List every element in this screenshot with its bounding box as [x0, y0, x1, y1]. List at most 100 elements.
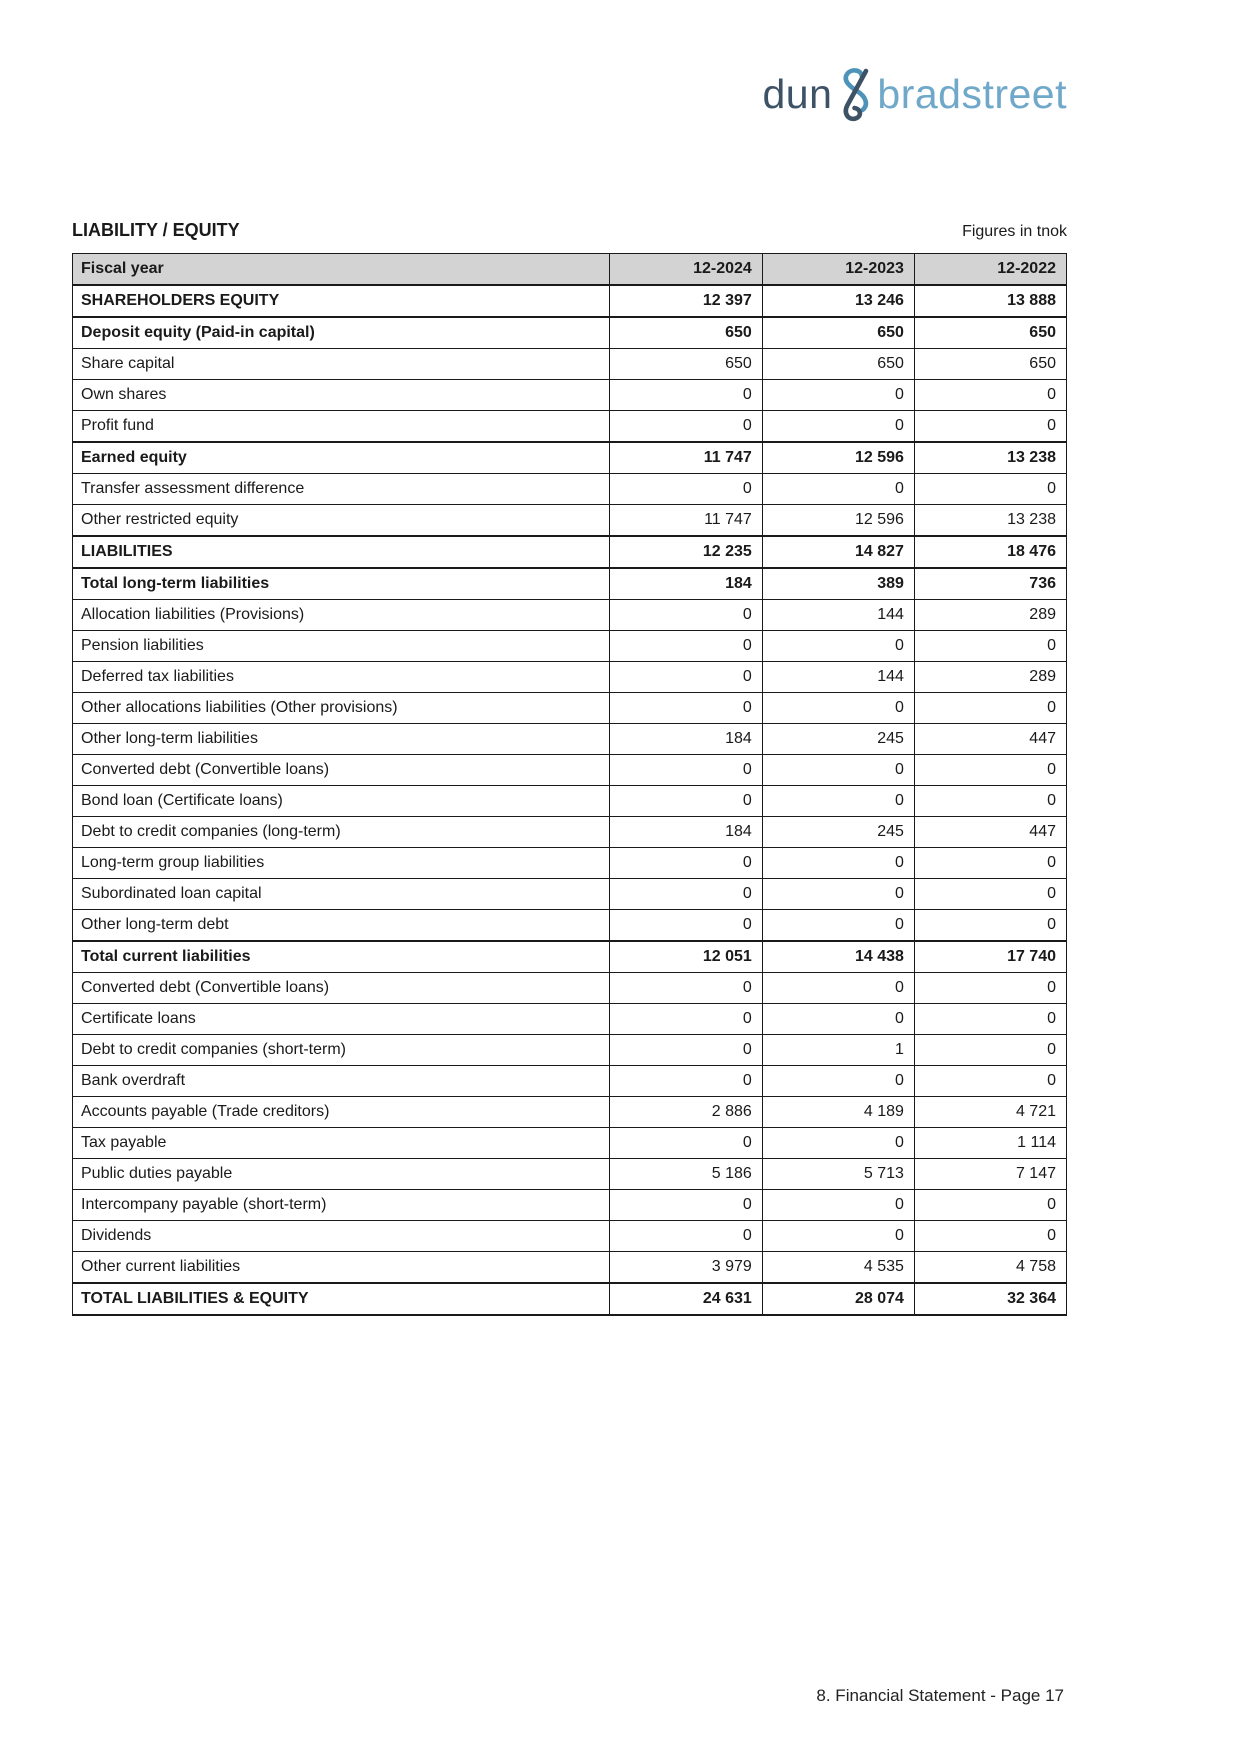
units-note: Figures in tnok — [962, 223, 1067, 240]
row-label: SHAREHOLDERS EQUITY — [72, 284, 610, 318]
row-value: 0 — [608, 410, 763, 443]
row-value: 650 — [608, 316, 763, 349]
logo-text-bradstreet: bradstreet — [877, 71, 1067, 117]
table-row: Total long-term liabilities 184 389 736 — [72, 567, 1068, 600]
row-value: 650 — [913, 316, 1068, 349]
row-value: 0 — [608, 972, 763, 1004]
table-row: Converted debt (Convertible loans) 0 0 0 — [72, 972, 1068, 1004]
row-label: Debt to credit companies (long-term) — [72, 816, 610, 848]
row-label: Converted debt (Convertible loans) — [72, 754, 610, 786]
row-value: 7 147 — [913, 1158, 1068, 1190]
row-value: 736 — [913, 567, 1068, 600]
dun-and-bradstreet-logo: dun bradstreet — [72, 66, 1067, 122]
row-value: 0 — [761, 754, 915, 786]
row-value: 650 — [761, 316, 915, 349]
row-value: 0 — [608, 1220, 763, 1252]
row-value: 0 — [608, 1189, 763, 1221]
row-label: Intercompany payable (short-term) — [72, 1189, 610, 1221]
row-value: 0 — [913, 473, 1068, 505]
header-col-2023: 12-2023 — [761, 253, 915, 286]
logo-text-dun: dun — [762, 71, 833, 117]
header-col-2022: 12-2022 — [913, 253, 1068, 286]
row-value: 0 — [608, 847, 763, 879]
title-row: LIABILITY / EQUITY Figures in tnok — [72, 220, 1067, 241]
row-value: 2 886 — [608, 1096, 763, 1128]
table-row: Deferred tax liabilities 0 144 289 — [72, 661, 1068, 693]
table-row: Other current liabilities 3 979 4 535 4 758 — [72, 1251, 1068, 1284]
row-value: 0 — [913, 847, 1068, 879]
table-row: Bank overdraft 0 0 0 — [72, 1065, 1068, 1097]
row-value: 0 — [608, 1127, 763, 1159]
row-value: 0 — [913, 410, 1068, 443]
row-label: Total current liabilities — [72, 940, 610, 973]
table-row: Pension liabilities 0 0 0 — [72, 630, 1068, 662]
row-value: 0 — [608, 473, 763, 505]
header-col-2024: 12-2024 — [608, 253, 763, 286]
row-value: 3 979 — [608, 1251, 763, 1284]
row-value: 28 074 — [761, 1282, 915, 1316]
table-row: Deposit equity (Paid-in capital) 650 650 65… — [72, 316, 1068, 349]
row-value: 12 235 — [608, 535, 763, 569]
row-value: 245 — [761, 723, 915, 755]
row-value: 0 — [913, 909, 1068, 942]
row-value: 0 — [608, 878, 763, 910]
row-value: 650 — [608, 348, 763, 380]
row-value: 14 438 — [761, 940, 915, 973]
table-row: TOTAL LIABILITIES & EQUITY 24 631 28 074 32… — [72, 1282, 1068, 1316]
row-value: 24 631 — [608, 1282, 763, 1316]
row-value: 289 — [913, 599, 1068, 631]
row-label: LIABILITIES — [72, 535, 610, 569]
row-value: 0 — [761, 379, 915, 411]
row-label: Profit fund — [72, 410, 610, 443]
row-value: 0 — [761, 1065, 915, 1097]
row-value: 184 — [608, 816, 763, 848]
row-value: 0 — [761, 473, 915, 505]
row-value: 12 596 — [761, 504, 915, 537]
row-value: 144 — [761, 599, 915, 631]
row-value: 184 — [608, 567, 763, 600]
row-label: TOTAL LIABILITIES & EQUITY — [72, 1282, 610, 1316]
row-value: 4 721 — [913, 1096, 1068, 1128]
row-value: 0 — [761, 410, 915, 443]
row-label: Pension liabilities — [72, 630, 610, 662]
table-row: SHAREHOLDERS EQUITY 12 397 13 246 13 888 — [72, 284, 1068, 318]
row-label: Deposit equity (Paid-in capital) — [72, 316, 610, 349]
table-row: Own shares 0 0 0 — [72, 379, 1068, 411]
row-value: 32 364 — [913, 1282, 1068, 1316]
table-row: Other restricted equity 11 747 12 596 13 23… — [72, 504, 1068, 537]
table-row: Debt to credit companies (short-term) 0 1 0 — [72, 1034, 1068, 1066]
row-value: 5 186 — [608, 1158, 763, 1190]
row-label: Tax payable — [72, 1127, 610, 1159]
table-row: Transfer assessment difference 0 0 0 — [72, 473, 1068, 505]
row-value: 0 — [913, 972, 1068, 1004]
row-value: 13 246 — [761, 284, 915, 318]
row-label: Allocation liabilities (Provisions) — [72, 599, 610, 631]
row-label: Accounts payable (Trade creditors) — [72, 1096, 610, 1128]
row-label: Other long-term liabilities — [72, 723, 610, 755]
row-value: 1 — [761, 1034, 915, 1066]
row-label: Own shares — [72, 379, 610, 411]
row-value: 650 — [761, 348, 915, 380]
row-value: 4 189 — [761, 1096, 915, 1128]
row-value: 18 476 — [913, 535, 1068, 569]
row-value: 1 114 — [913, 1127, 1068, 1159]
page-title: LIABILITY / EQUITY — [72, 220, 240, 240]
table-row: Public duties payable 5 186 5 713 7 147 — [72, 1158, 1068, 1190]
row-label: Dividends — [72, 1220, 610, 1252]
row-value: 17 740 — [913, 940, 1068, 973]
table-header-row: Fiscal year 12-2024 12-2023 12-2022 — [72, 253, 1068, 286]
row-value: 12 596 — [761, 441, 915, 474]
row-value: 0 — [761, 692, 915, 724]
row-value: 0 — [913, 878, 1068, 910]
row-value: 0 — [608, 785, 763, 817]
liability-equity-table: Fiscal year 12-2024 12-2023 12-2022 SHAR… — [72, 253, 1068, 1316]
table-row: Other allocations liabilities (Other pro… — [72, 692, 1068, 724]
row-value: 0 — [608, 692, 763, 724]
row-label: Earned equity — [72, 441, 610, 474]
table-row: Accounts payable (Trade creditors) 2 886 4… — [72, 1096, 1068, 1128]
row-value: 0 — [913, 1220, 1068, 1252]
table-row: Share capital 650 650 650 — [72, 348, 1068, 380]
row-value: 0 — [913, 379, 1068, 411]
row-label: Public duties payable — [72, 1158, 610, 1190]
row-value: 11 747 — [608, 504, 763, 537]
